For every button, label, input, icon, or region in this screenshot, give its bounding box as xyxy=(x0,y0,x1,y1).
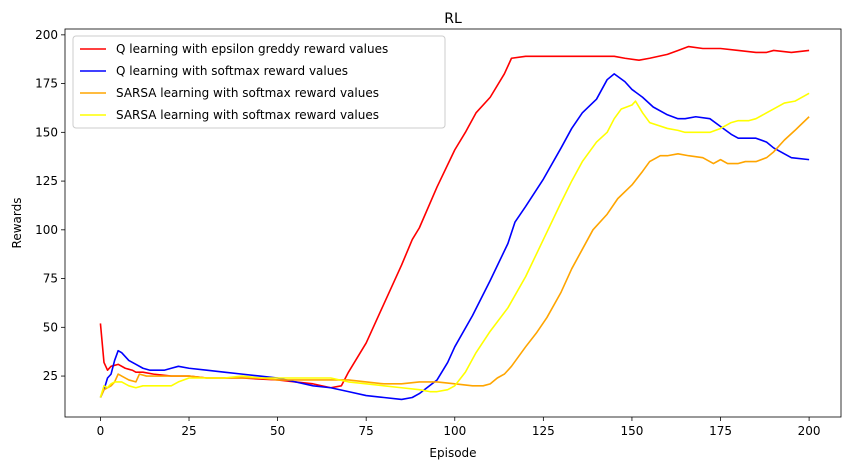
y-tick-label: 75 xyxy=(43,272,58,286)
y-tick-label: 200 xyxy=(35,28,58,42)
chart-title: RL xyxy=(444,11,462,27)
legend-frame xyxy=(72,35,446,129)
y-axis: 25 50 75 100 125 150 175 200 xyxy=(35,28,65,383)
y-tick-label: 150 xyxy=(35,125,58,139)
x-tick-label: 50 xyxy=(270,424,285,438)
series-line-2 xyxy=(99,73,810,401)
y-tick-label: 100 xyxy=(35,223,58,237)
y-tick-label: 25 xyxy=(43,369,58,383)
legend-label-4: SARSA learning with softmax reward value… xyxy=(116,108,379,122)
x-tick-label: 25 xyxy=(181,424,196,438)
plot-area-frame xyxy=(64,28,842,418)
x-tick-label: 175 xyxy=(709,424,732,438)
x-tick-label: 0 xyxy=(97,424,105,438)
x-axis-label: Episode xyxy=(429,446,476,460)
y-tick-label: 175 xyxy=(35,77,58,91)
x-tick-label: 125 xyxy=(532,424,555,438)
legend-label-1: Q learning with epsilon greddy reward va… xyxy=(116,42,388,56)
x-tick-label: 100 xyxy=(443,424,466,438)
y-tick-label: 125 xyxy=(35,174,58,188)
x-tick-label: 75 xyxy=(359,424,374,438)
series-line-4 xyxy=(99,92,810,398)
legend-label-2: Q learning with softmax reward values xyxy=(116,64,348,78)
legend: Q learning with epsilon greddy reward va… xyxy=(72,35,446,129)
x-tick-label: 150 xyxy=(620,424,643,438)
legend-label-3: SARSA learning with softmax reward value… xyxy=(116,86,379,100)
x-tick-label: 200 xyxy=(798,424,821,438)
y-tick-label: 50 xyxy=(43,320,58,334)
series-line-1 xyxy=(99,45,810,389)
series-line-3 xyxy=(99,116,810,398)
y-axis-label: Rewards xyxy=(10,198,24,249)
series-layer xyxy=(99,45,810,401)
x-axis: 0 25 50 75 100 125 150 175 200 xyxy=(97,417,821,438)
